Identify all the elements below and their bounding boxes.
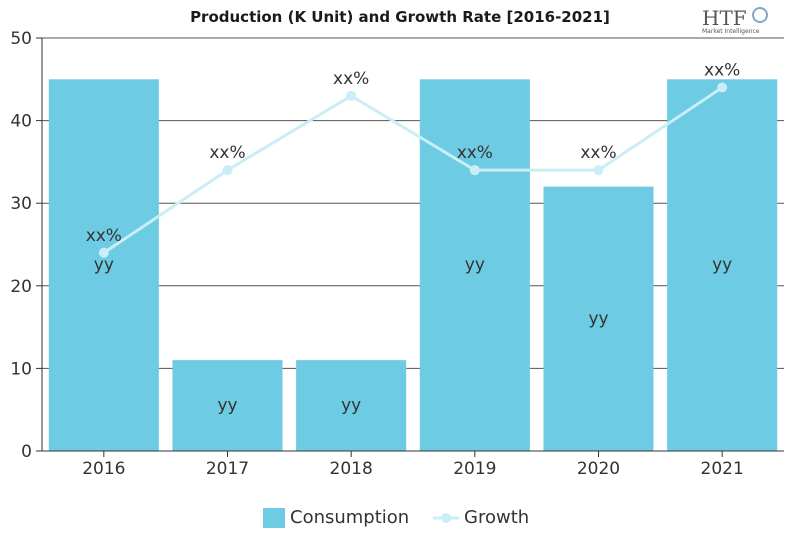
axes [41,38,784,452]
x-tick-label: 2017 [206,459,249,479]
growth-value-label: xx% [704,61,740,81]
legend-label-consumption: Consumption [290,507,409,528]
bar-value-label: yy [465,255,485,275]
bars [48,79,778,452]
bar [543,186,654,451]
bar [667,79,778,452]
legend-marker-growth [441,513,451,523]
bar-value-label: yy [217,396,237,416]
bar [172,360,283,451]
growth-point [717,82,728,93]
growth-value-label: xx% [457,143,493,163]
legend: Consumption Growth [263,507,529,528]
growth-point [469,165,480,176]
gridlines [42,37,784,369]
y-tick-label: 30 [10,194,32,214]
bar-value-label: yy [712,255,732,275]
growth-line-path [103,86,723,255]
x-tick-label: 2018 [330,459,373,479]
logo-subtext: Market Intelligence [702,28,760,35]
growth-value-label: xx% [209,143,245,163]
growth-point [593,165,604,176]
y-axis-ticks: 0 10 20 30 40 50 [10,29,42,462]
logo-globe-icon [752,7,768,23]
bar-labels: yy yy yy yy yy yy [94,255,732,415]
y-tick-label: 0 [21,442,32,462]
logo-text: HTF [702,6,747,30]
x-tick-label: 2019 [453,459,496,479]
y-tick-label: 40 [10,112,32,132]
growth-point [346,90,357,101]
growth-value-label: xx% [86,226,122,246]
logo: HTF Market Intelligence [702,6,768,35]
bar-value-label: yy [94,255,114,275]
bar-value-label: yy [588,309,608,329]
growth-line [98,82,728,258]
bar [296,360,407,451]
x-axis-ticks: 2016 2017 2018 2019 2020 2021 [82,451,744,479]
growth-point [222,165,233,176]
y-tick-label: 20 [10,277,32,297]
growth-point [98,247,109,258]
growth-labels: xx% xx% xx% xx% xx% xx% [86,61,741,246]
x-tick-label: 2021 [701,459,744,479]
y-tick-label: 10 [10,359,32,379]
bar [419,79,530,452]
y-tick-label: 50 [10,29,32,49]
bar [48,79,159,452]
bar-value-label: yy [341,396,361,416]
x-tick-label: 2020 [577,459,620,479]
x-tick-label: 2016 [82,459,125,479]
growth-value-label: xx% [333,69,369,89]
legend-swatch-consumption [263,508,285,528]
chart-title: Production (K Unit) and Growth Rate [201… [190,8,610,26]
legend-label-growth: Growth [464,507,529,528]
growth-value-label: xx% [580,143,616,163]
